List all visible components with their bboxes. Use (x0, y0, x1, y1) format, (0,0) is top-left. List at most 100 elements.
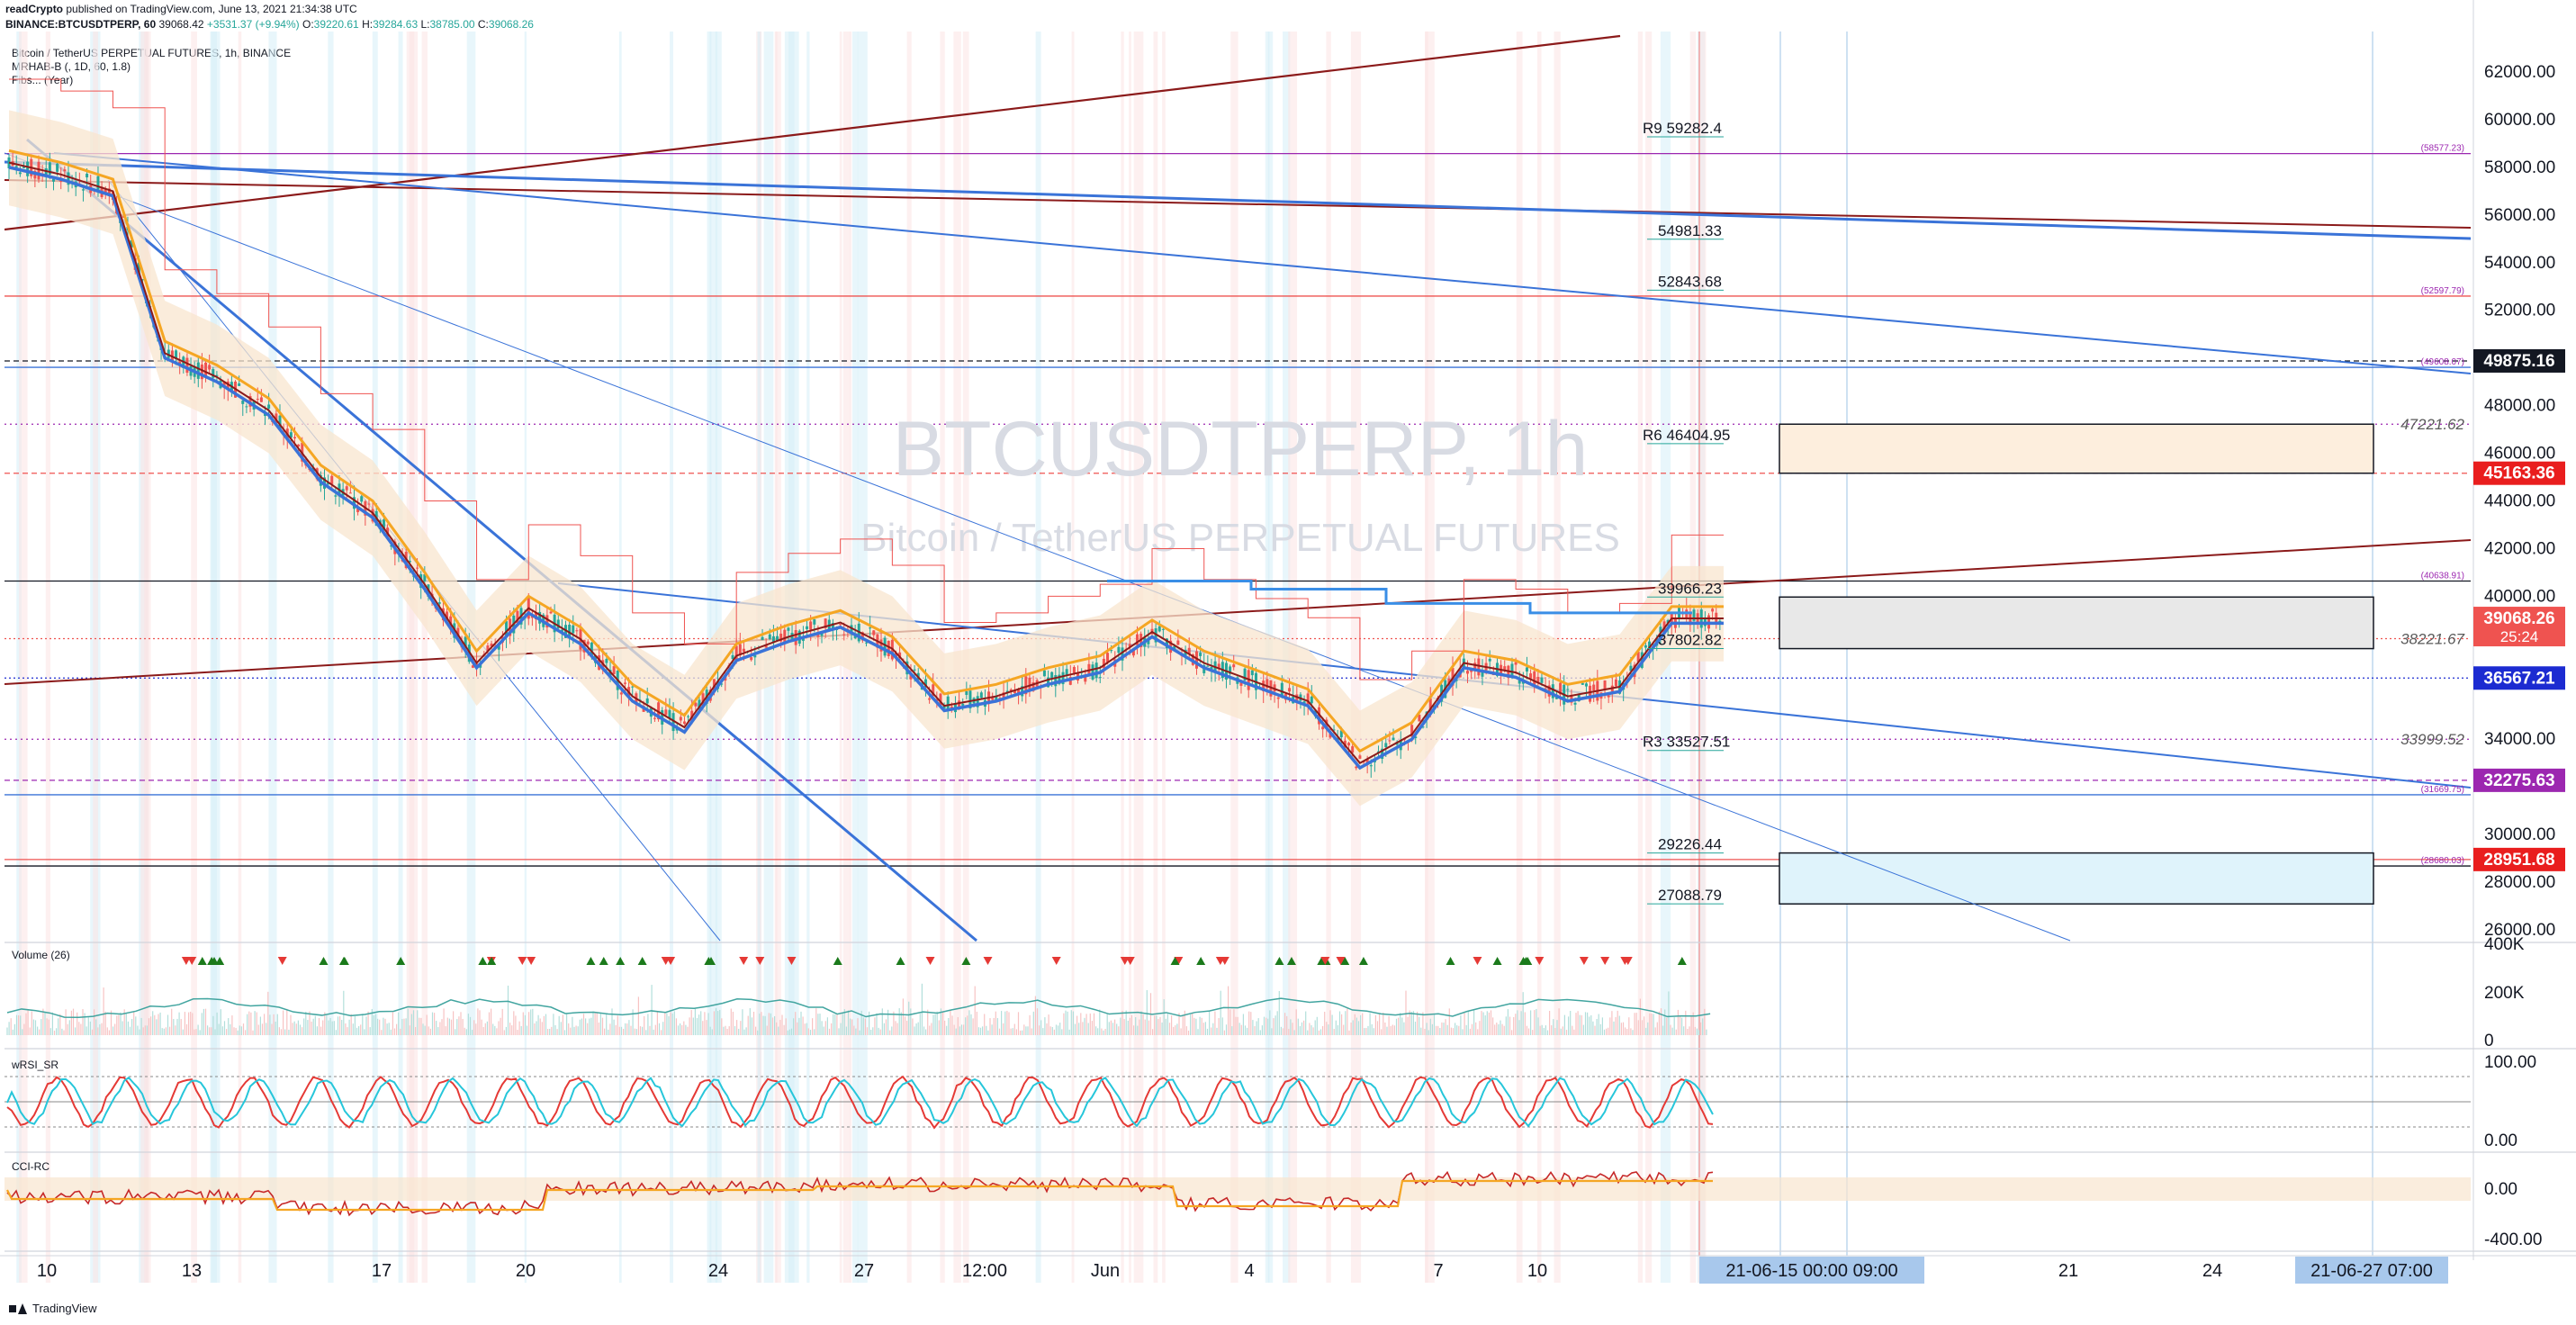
candle-body (872, 630, 876, 635)
price-badge-bg (2473, 348, 2565, 373)
legend-symbol[interactable]: Bitcoin / TetherUS PERPETUAL FUTURES, 1h… (12, 47, 292, 59)
price-badge: 36567.21 (2483, 669, 2555, 688)
buy-signal-icon (1523, 957, 1533, 965)
footer-brand[interactable]: TradingView (9, 1302, 97, 1315)
level-label: 27088.79 (1658, 887, 1722, 904)
candle-body (1644, 644, 1647, 648)
candle-body (1525, 667, 1528, 672)
buy-signal-icon (339, 957, 349, 965)
candle-body (446, 611, 449, 620)
candle-body (976, 696, 979, 708)
price-badge-bg (2473, 666, 2565, 690)
candle-body (768, 634, 771, 639)
candle-body (1131, 649, 1135, 656)
candle-body (297, 444, 301, 446)
buy-signal-icon (1358, 957, 1368, 965)
buy-signal-icon (586, 957, 596, 965)
candle (1306, 681, 1310, 716)
y-tick-label: 26000.00 (2484, 921, 2555, 940)
step-resistance-line (9, 78, 1724, 681)
buy-signal-icon (1170, 957, 1180, 965)
candle (824, 617, 827, 638)
candle-body (653, 717, 656, 719)
candle (1065, 663, 1068, 681)
candle-body (731, 654, 734, 660)
volume-tick-label: 200K (2484, 984, 2525, 1003)
candle (1121, 636, 1124, 672)
candle-body (1510, 663, 1514, 677)
y-tick-label: 30000.00 (2484, 825, 2555, 844)
volume-pane-label: Volume (26) (12, 949, 70, 961)
buy-signal-icon (319, 957, 329, 965)
candle-body (330, 475, 334, 484)
candle-body (1147, 638, 1150, 644)
candle-body (423, 574, 427, 581)
publisher-name[interactable]: readCrypto (5, 3, 64, 15)
cci-band (5, 1177, 2471, 1201)
trend-line (5, 34, 1621, 231)
x-highlight-label: 21-06-15 00:00 09:00 (1725, 1261, 1897, 1281)
candle-body (605, 659, 608, 663)
candle-body (1295, 694, 1299, 702)
candle-body (437, 602, 441, 604)
wrsi-pane-label: wRSI_SR (12, 1059, 59, 1071)
background-band (191, 32, 197, 1283)
candle-body (1047, 677, 1050, 688)
candle-body (946, 696, 950, 711)
o-value: 39220.61 (313, 18, 359, 31)
candle-body (1488, 658, 1491, 662)
candle-body (1031, 681, 1035, 691)
candle (1358, 753, 1362, 760)
footer-brand-text: TradingView (32, 1302, 97, 1315)
volume-average-line (6, 997, 1711, 1018)
legend-indicator-mrhab[interactable]: MRHAB-B (, 1D, 60, 1.8) (12, 60, 131, 73)
candle-body (382, 519, 385, 530)
candle-body (419, 573, 423, 589)
candle (1091, 661, 1094, 681)
candle-body (761, 636, 764, 641)
candle-body (801, 637, 805, 641)
y-tick-label: 40000.00 (2484, 587, 2555, 606)
candle-body (923, 679, 927, 688)
candle-body (408, 561, 411, 563)
candle-body (1711, 608, 1715, 612)
indicator-panes (5, 942, 2576, 1252)
candle-body (1229, 666, 1232, 674)
right-level-label: (28680.03) (2421, 856, 2464, 866)
candle-body (259, 397, 263, 402)
candle (575, 627, 579, 637)
published-text: published on TradingView.com, June 13, 2… (66, 3, 357, 15)
candle-body (471, 665, 474, 668)
candle (44, 158, 48, 189)
candle-body (1692, 609, 1696, 621)
candle-body (631, 686, 635, 688)
candle-body (1028, 677, 1031, 691)
sell-signal-icon (1336, 957, 1346, 965)
candle-body (549, 611, 553, 614)
x-tick-label: 10 (37, 1261, 57, 1281)
candle-body (416, 567, 419, 569)
ohlc-line: BINANCE:BTCUSDTPERP, 60 39068.42 +3531.3… (5, 17, 534, 32)
candle (619, 690, 623, 704)
candle-body (738, 644, 742, 655)
candle-body (1384, 743, 1388, 748)
sell-signal-icon (277, 957, 287, 965)
candle-body (698, 699, 701, 710)
sell-signal-icon (787, 957, 797, 965)
candle-body (806, 626, 809, 629)
blue-step-line (1107, 580, 1692, 615)
candle-body (1102, 658, 1105, 669)
background-band (372, 32, 378, 1283)
volume-tick-label: 400K (2484, 935, 2525, 954)
candle-body (1648, 641, 1652, 648)
right-level-label: 33999.52 (2400, 731, 2464, 748)
candle-body (245, 406, 248, 408)
h-label: H: (362, 18, 374, 31)
background-band (45, 32, 51, 1283)
candle-body (1332, 729, 1336, 731)
candle (556, 614, 560, 632)
candle-body (809, 621, 813, 630)
candle-body (995, 696, 998, 701)
candle (1161, 626, 1165, 640)
